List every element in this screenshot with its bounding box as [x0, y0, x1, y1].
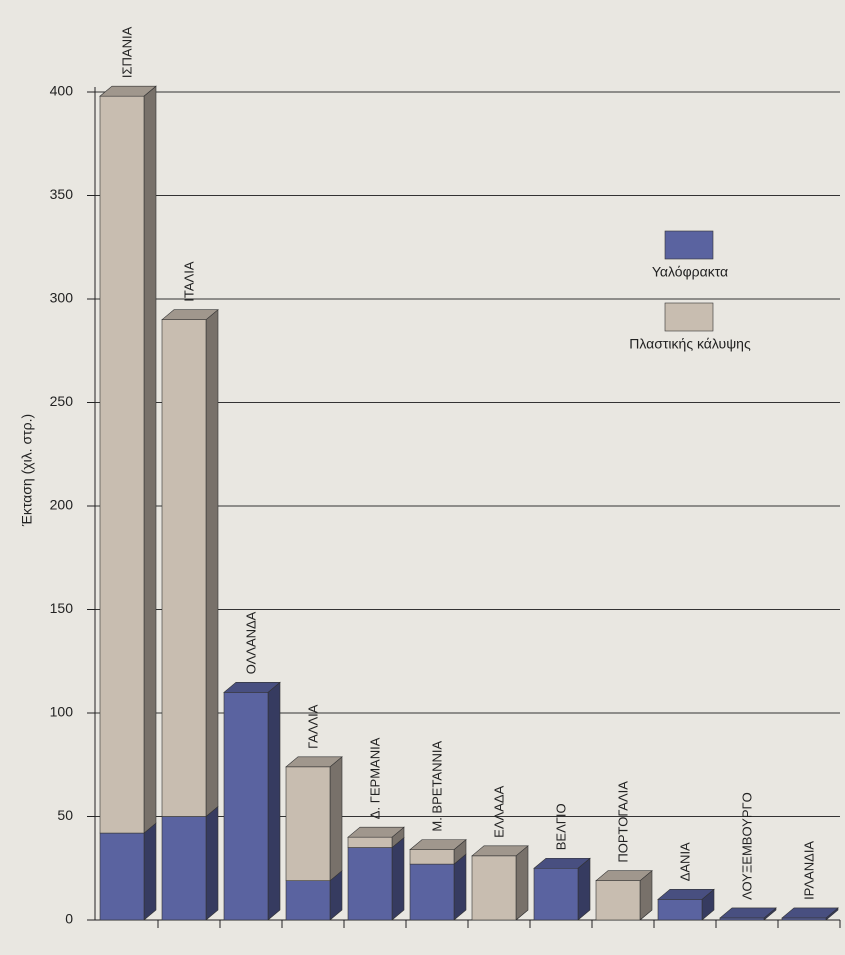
- bar-top: [781, 907, 839, 919]
- category-label: ΠΟΡΤΟΓΑΛΙΑ: [615, 781, 630, 863]
- bar-top: [471, 845, 529, 857]
- bar-segment: [285, 766, 331, 881]
- category-label: ΒΕΛΓΙΟ: [553, 803, 568, 850]
- bar-side: [577, 857, 591, 921]
- legend-swatch: [664, 302, 714, 332]
- bar-side: [205, 805, 219, 921]
- bar-segment: [161, 319, 207, 817]
- bar-segment: [533, 867, 579, 921]
- bar-top: [719, 907, 777, 919]
- bar-side: [267, 681, 281, 921]
- y-tick-label: 0: [65, 911, 73, 927]
- bar-side: [329, 756, 343, 882]
- category-label: Δ. ΓΕΡΜΑΝΙΑ: [367, 737, 382, 819]
- bar-segment: [409, 863, 455, 921]
- bar-segment: [347, 836, 393, 848]
- category-label: ΛΟΥΞΕΜΒΟΥΡΓΟ: [739, 792, 754, 900]
- category-label: ΙΣΠΑΝΙΑ: [119, 26, 134, 78]
- y-tick-label: 300: [50, 290, 74, 306]
- bar-segment: [99, 95, 145, 834]
- y-axis-label: Έκταση (χιλ. στρ.): [19, 414, 35, 527]
- bar-segment: [347, 847, 393, 921]
- bar-segment: [99, 832, 145, 921]
- bar-top: [223, 681, 281, 693]
- bar-side: [515, 845, 529, 921]
- y-tick-label: 250: [50, 393, 74, 409]
- category-label: ΓΑΛΛΙΑ: [305, 704, 320, 749]
- bar-top: [533, 857, 591, 869]
- legend-label: Πλαστικής κάλυψης: [629, 336, 751, 352]
- bar-top: [409, 839, 467, 850]
- y-tick-label: 50: [57, 807, 73, 823]
- y-tick-label: 150: [50, 600, 74, 616]
- bar-side: [143, 822, 157, 921]
- legend-swatch: [664, 230, 714, 260]
- bar-top: [595, 870, 653, 881]
- y-tick-label: 200: [50, 497, 74, 513]
- bar-segment: [223, 691, 269, 921]
- bar-segment: [409, 849, 455, 865]
- y-tick-label: 100: [50, 704, 74, 720]
- bar-segment: [657, 898, 703, 921]
- y-tick-label: 350: [50, 186, 74, 202]
- category-label: ΙΤΑΛΙΑ: [181, 261, 196, 302]
- bar-segment: [471, 855, 517, 921]
- bar-side: [143, 85, 157, 834]
- bar-segment: [719, 917, 765, 921]
- category-label: Μ. ΒΡΕΤΑΝΝΙΑ: [429, 741, 444, 832]
- bar-segment: [285, 880, 331, 921]
- bar-top: [99, 85, 157, 97]
- bar-side: [205, 309, 219, 818]
- bar-top: [347, 826, 405, 838]
- bar-top: [285, 756, 343, 768]
- legend-label: Υαλόφρακτα: [652, 264, 728, 280]
- category-label: ΙΡΛΑΝΔΙΑ: [801, 841, 816, 900]
- bar-side: [391, 836, 405, 921]
- bar-top: [657, 888, 715, 900]
- category-label: ΟΛΛΑΝΔΑ: [243, 611, 258, 674]
- bar-segment: [161, 816, 207, 921]
- bar-segment: [781, 917, 827, 921]
- category-label: ΕΛΛΑΔΑ: [491, 785, 506, 837]
- bar-top: [161, 309, 219, 321]
- bar-segment: [595, 880, 641, 921]
- y-tick-label: 400: [50, 83, 74, 99]
- bar-side: [453, 853, 467, 921]
- category-label: ΔΑΝΙΑ: [677, 842, 692, 881]
